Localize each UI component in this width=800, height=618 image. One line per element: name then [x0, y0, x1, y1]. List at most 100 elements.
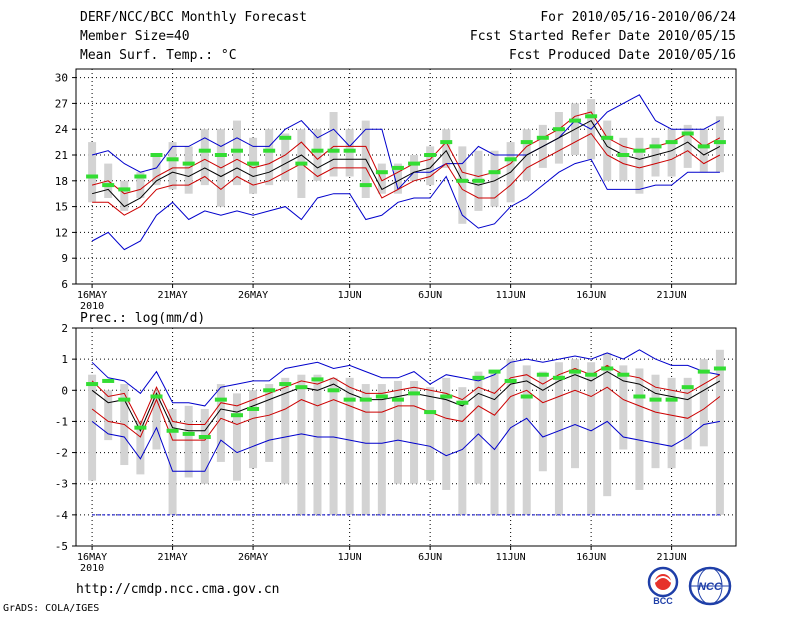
spread-box — [232, 393, 241, 481]
grads-credit: GrADS: COLA/IGES — [3, 603, 100, 614]
y-tick-label: 21 — [55, 149, 68, 162]
observed-marker — [198, 435, 211, 439]
observed-marker — [472, 375, 485, 380]
spread-box — [88, 142, 97, 203]
spread-box — [281, 377, 290, 484]
spread-box — [715, 349, 724, 515]
observed-marker — [601, 135, 614, 140]
x-tick-label: 21MAY — [158, 552, 188, 563]
spread-box — [619, 137, 628, 181]
observed-marker — [279, 135, 292, 140]
x-tick-label: 26MAY — [238, 552, 268, 563]
observed-marker — [408, 391, 421, 396]
temperature-variable-label: Mean Surf. Temp.: °C — [80, 48, 237, 63]
spread-box — [265, 129, 274, 186]
x-tick-label: 1JUN — [338, 552, 362, 563]
observed-marker — [456, 400, 469, 405]
observed-marker — [520, 394, 533, 399]
spread-box — [136, 172, 145, 198]
chart-panel-1: -5 -4 -3 -2 -1 0 1 2 16MAY 21MAY 26MAY 1JUN 6JUN 11JU… — [55, 311, 737, 574]
forecast-started-label: Fcst Started Refer Date 2010/05/15 — [469, 29, 736, 44]
observed-marker — [569, 118, 582, 123]
spread-box — [136, 421, 145, 475]
observed-marker — [150, 394, 163, 399]
source-url[interactable]: http://cmdp.ncc.cma.gov.cn — [76, 582, 280, 597]
x-tick-label: 6JUN — [418, 552, 442, 563]
y-tick-label: -1 — [55, 415, 68, 428]
observed-marker — [617, 153, 630, 157]
spread-box — [442, 377, 451, 490]
observed-marker — [408, 161, 421, 166]
spread-box — [313, 129, 322, 181]
observed-marker — [86, 382, 99, 387]
y-tick-label: 18 — [55, 175, 68, 188]
observed-marker — [488, 170, 501, 175]
observed-marker — [681, 385, 694, 390]
observed-marker — [424, 410, 437, 415]
spread-box — [152, 390, 161, 450]
spread-box — [249, 390, 258, 469]
observed-marker — [102, 378, 115, 383]
series-upper-line — [91, 111, 721, 195]
spread-box — [184, 405, 193, 478]
spread-box — [490, 150, 499, 207]
observed-marker — [649, 397, 662, 402]
observed-marker — [617, 372, 630, 377]
spread-box — [635, 368, 644, 490]
spread-box — [200, 408, 209, 484]
spread-box — [410, 380, 419, 484]
bcc-logo: BCC — [647, 566, 679, 606]
spread-box — [329, 377, 338, 515]
x-tick-label: 11JUN — [496, 552, 526, 563]
bcc-logo-text: BCC — [653, 596, 673, 606]
spread-box — [522, 365, 531, 515]
x-tick-label: 16JUN — [576, 552, 606, 563]
observed-marker — [569, 369, 582, 374]
spread-box — [361, 384, 370, 515]
observed-marker — [214, 397, 227, 402]
observed-marker — [134, 174, 147, 179]
observed-marker — [585, 372, 598, 377]
spread-box — [619, 365, 628, 450]
observed-marker — [391, 165, 404, 170]
y-tick-label: 30 — [55, 72, 68, 85]
spread-box — [571, 359, 580, 469]
series-mean-line — [91, 119, 721, 208]
y-tick-label: -2 — [55, 447, 68, 460]
series-max-line — [91, 349, 720, 407]
observed-marker — [633, 394, 646, 399]
observed-marker — [295, 161, 308, 166]
x-tick-label: 21MAY — [158, 290, 188, 301]
spread-box — [377, 163, 386, 194]
spread-box — [699, 129, 708, 173]
spread-box — [329, 112, 338, 177]
y-tick-label: 6 — [61, 278, 68, 291]
y-tick-label: 12 — [55, 226, 68, 239]
observed-marker — [230, 148, 243, 153]
spread-box — [410, 155, 419, 181]
observed-marker — [520, 140, 533, 145]
x-tick-label: 21JUN — [657, 290, 687, 301]
y-tick-label: 0 — [61, 384, 68, 397]
observed-marker — [552, 375, 565, 380]
observed-marker — [375, 394, 388, 399]
observed-marker — [424, 153, 437, 157]
spread-box — [249, 137, 258, 194]
observed-marker — [504, 378, 517, 383]
observed-marker — [311, 377, 324, 382]
spread-box — [184, 146, 193, 194]
y-tick-label: -3 — [55, 478, 68, 491]
observed-marker — [440, 140, 453, 145]
spread-box — [200, 129, 209, 186]
spread-box — [232, 120, 241, 186]
observed-marker — [585, 114, 598, 119]
y-tick-label: 2 — [61, 322, 68, 335]
observed-marker — [343, 148, 356, 153]
spread-box — [297, 374, 306, 515]
observed-marker — [681, 131, 694, 136]
spread-box — [426, 387, 435, 481]
spread-box — [393, 163, 402, 194]
spread-box — [104, 390, 113, 441]
observed-marker — [102, 183, 115, 188]
